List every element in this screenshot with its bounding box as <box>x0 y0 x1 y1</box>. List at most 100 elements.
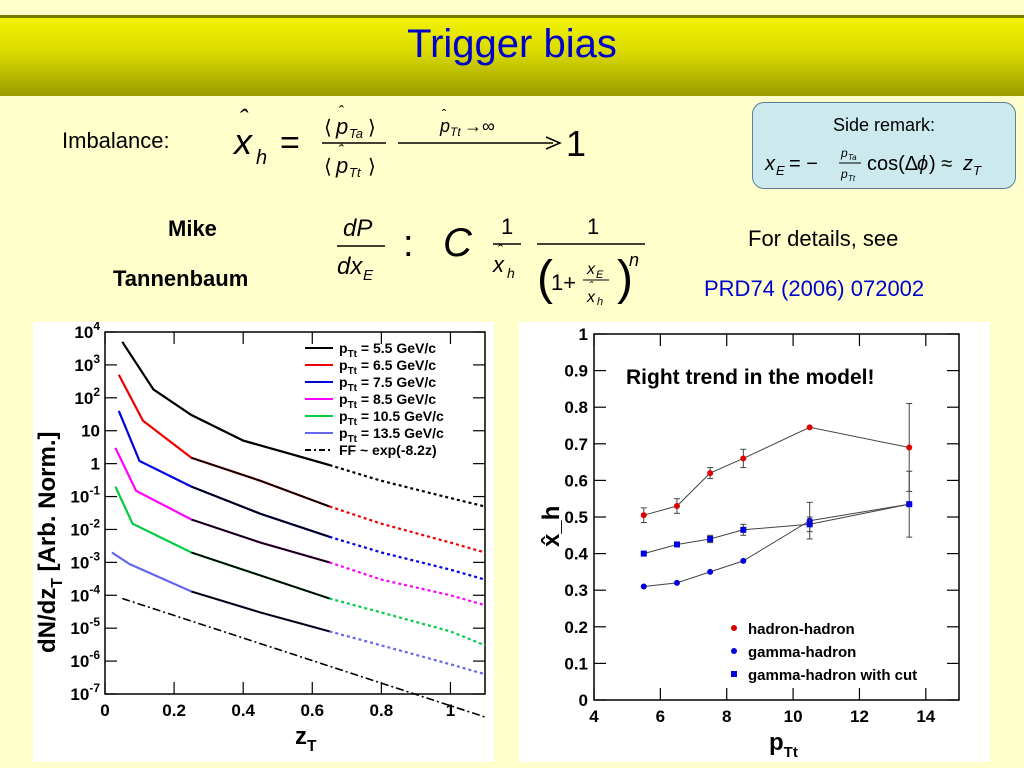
legend-label: pTt = 8.5 GeV/c <box>339 391 436 411</box>
svg-text:dP: dP <box>343 215 372 242</box>
svg-text:h: h <box>597 296 603 308</box>
svg-text:E: E <box>363 267 374 284</box>
fit-line <box>191 456 330 508</box>
svg-text:p: p <box>439 116 450 136</box>
x-tick-label: 0.2 <box>162 701 186 720</box>
data-point <box>906 444 913 451</box>
x-tick-label: 0.8 <box>370 701 394 720</box>
svg-text:ˆ: ˆ <box>497 243 503 260</box>
svg-text:→∞: →∞ <box>464 116 495 136</box>
side-remark-formula: x E = − p Ta p Tt cos(Δ ϕ ) ≈ z T <box>764 146 982 183</box>
legend-marker <box>731 625 737 631</box>
y-tick-label: 10-4 <box>70 582 100 605</box>
svg-text:): ) <box>617 252 633 305</box>
y-tick-label: 0.5 <box>564 508 588 527</box>
data-point <box>673 503 680 510</box>
y-tick-label: 0.9 <box>564 362 588 381</box>
y-tick-label: 1 <box>579 325 588 344</box>
details-text: For details, see <box>748 226 899 251</box>
side-remark-title: Side remark: <box>832 115 936 135</box>
y-tick-label: 10-3 <box>70 549 100 572</box>
author-last-name: Tannenbaum <box>113 266 249 291</box>
legend-label: pTt = 5.5 GeV/c <box>339 340 436 360</box>
reference-link[interactable]: PRD74 (2006) 072002 <box>704 276 925 301</box>
series-line <box>643 426 910 516</box>
data-point <box>640 583 647 590</box>
svg-text:ˆ: ˆ <box>239 104 249 134</box>
legend-label: pTt = 6.5 GeV/c <box>339 357 436 377</box>
side-remark-box: Side remark: x E = − p Ta p Tt cos(Δ ϕ )… <box>752 102 1016 189</box>
svg-text:⟩: ⟩ <box>368 156 376 178</box>
svg-text:⟩: ⟩ <box>368 117 376 139</box>
x-tick-label: 0.4 <box>231 701 255 720</box>
y-tick-label: 0 <box>579 691 588 710</box>
imbalance-formula: x ˆ h = ⟨ p ˆ Ta ⟩ ⟨ p ˆ Tt ⟩ p ˆ Tt →∞ … <box>232 104 586 180</box>
y-tick-label: 10-1 <box>70 484 100 507</box>
y-tick-label: 10 <box>81 422 100 441</box>
slide-title: Trigger bias <box>407 22 617 66</box>
legend-marker <box>731 671 737 677</box>
series-line-extrapolated <box>329 505 486 554</box>
data-point <box>707 470 714 477</box>
svg-text:⟨: ⟨ <box>324 156 332 178</box>
svg-text:ˆ: ˆ <box>338 104 344 121</box>
chart-annotation: Right trend in the model! <box>626 366 874 389</box>
data-point <box>740 526 747 533</box>
svg-text:p: p <box>840 146 848 160</box>
x-tick-label: 8 <box>722 707 731 726</box>
x-tick-label: 12 <box>850 707 869 726</box>
x-axis-label: zT <box>295 723 317 755</box>
svg-text:h: h <box>507 265 515 281</box>
y-axis-label: dN/dzT [Arb. Norm.] <box>34 431 66 653</box>
svg-text:ˆ: ˆ <box>338 143 344 160</box>
svg-text:) ≈: ) ≈ <box>929 153 952 175</box>
series-line-extrapolated <box>329 630 486 676</box>
svg-text:(: ( <box>537 252 553 305</box>
fit-line <box>191 485 330 538</box>
right-plot-frame <box>593 333 960 701</box>
legend-label: gamma-hadron with cut <box>748 667 917 684</box>
data-point <box>640 512 647 519</box>
y-tick-label: 0.6 <box>564 471 588 490</box>
svg-text:1: 1 <box>566 123 586 164</box>
series-line <box>643 503 910 555</box>
x-tick-label: 1 <box>446 701 455 720</box>
y-tick-label: 10-6 <box>70 648 100 671</box>
svg-text:p: p <box>335 153 348 178</box>
svg-text:1+: 1+ <box>551 270 576 295</box>
svg-text:p: p <box>840 167 848 181</box>
svg-text:ˆ: ˆ <box>441 106 447 122</box>
svg-text:=: = <box>280 124 300 162</box>
legend-label: pTt = 10.5 GeV/c <box>339 408 444 428</box>
svg-text:x: x <box>586 289 596 306</box>
fit-line <box>191 590 330 633</box>
legend-label: pTt = 7.5 GeV/c <box>339 374 436 394</box>
svg-text:1: 1 <box>501 214 513 239</box>
svg-text::: : <box>403 223 414 265</box>
dp-dxe-formula: dP dx E : C 1 x ˆ h 1 ( 1+ x E x ˆ h ) n <box>337 214 645 308</box>
svg-text:x: x <box>232 121 254 162</box>
svg-text:E: E <box>596 269 604 281</box>
svg-text:= −: = − <box>789 153 818 175</box>
svg-text:p: p <box>335 114 348 139</box>
data-point <box>707 568 714 575</box>
svg-text:E: E <box>776 163 785 178</box>
svg-text:n: n <box>629 250 639 270</box>
series-line <box>643 503 910 587</box>
svg-text:x: x <box>492 252 505 277</box>
y-tick-label: 0.8 <box>564 398 588 417</box>
x-tick-label: 0 <box>100 701 109 720</box>
y-axis-label: x̂_h <box>538 506 565 547</box>
author-first-name: Mike <box>168 216 217 241</box>
y-tick-label: 10-7 <box>70 681 100 704</box>
x-tick-label: 10 <box>784 707 803 726</box>
svg-text:x: x <box>586 261 596 278</box>
y-tick-label: 10-5 <box>70 615 100 638</box>
svg-text:1: 1 <box>587 214 599 239</box>
y-tick-label: 0.1 <box>564 654 588 673</box>
svg-text:T: T <box>973 163 982 178</box>
svg-text:ϕ: ϕ <box>917 153 928 175</box>
svg-text:⟨: ⟨ <box>324 117 332 139</box>
y-tick-label: 10-2 <box>70 516 100 539</box>
legend-label: pTt = 13.5 GeV/c <box>339 425 444 445</box>
